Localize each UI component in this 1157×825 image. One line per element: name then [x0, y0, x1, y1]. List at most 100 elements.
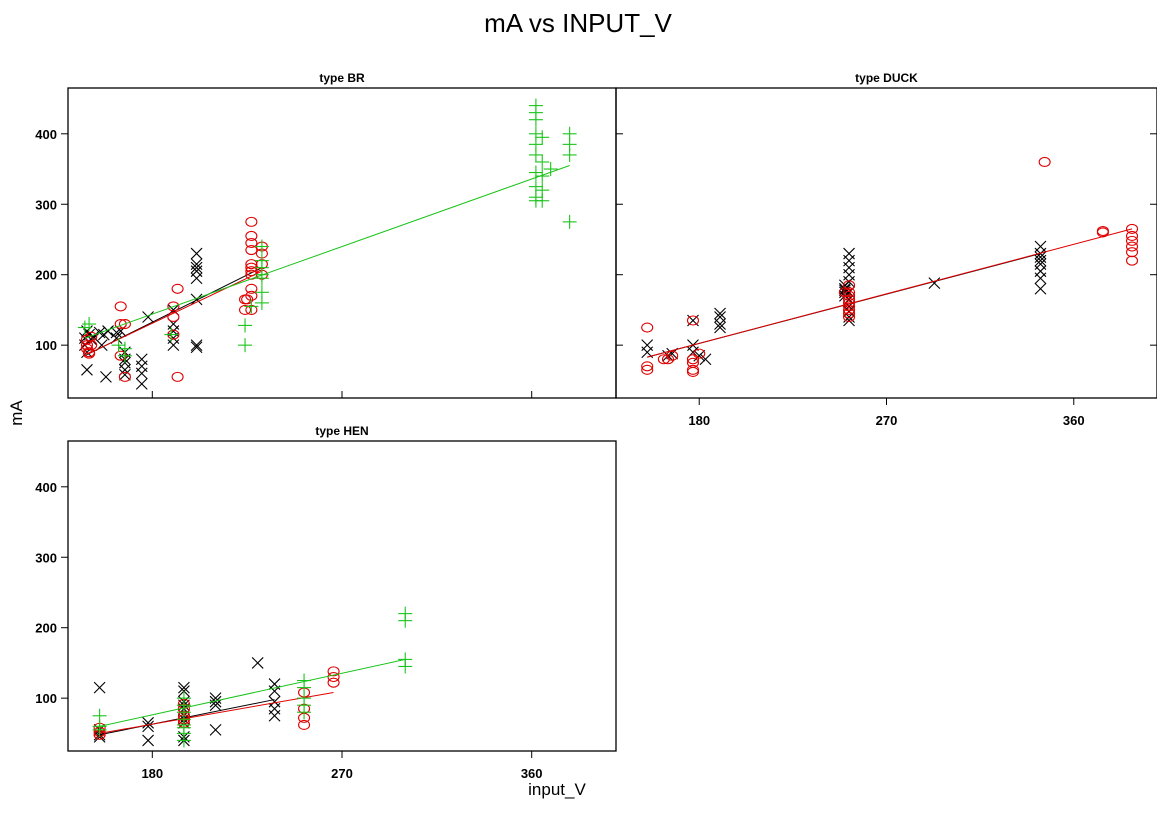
y-tick-label: 100 [35, 338, 57, 353]
data-point-plus [164, 327, 179, 342]
data-point-circle [85, 331, 98, 342]
data-point-x [190, 261, 203, 274]
data-point-x [93, 681, 106, 694]
data-point-circle [327, 677, 340, 688]
data-point-x [714, 321, 726, 334]
data-point-circle [171, 283, 184, 294]
data-point-circle [1125, 230, 1139, 242]
data-point-x [1034, 272, 1047, 285]
data-point-circle [1125, 241, 1139, 252]
y-tick-label: 200 [35, 621, 57, 636]
y-tick-label: 300 [35, 197, 57, 212]
panel-0: type BR 100 200 300 400 [35, 71, 617, 399]
data-point-x [928, 277, 941, 290]
panel-strip-label: type DUCK [855, 71, 918, 85]
data-point-circle [298, 719, 311, 730]
data-point-plus [535, 193, 550, 208]
data-point-circle [1125, 223, 1139, 234]
data-point-plus [176, 733, 191, 748]
data-point-plus [543, 162, 558, 177]
data-point-circle [686, 366, 700, 377]
data-point-x [135, 378, 148, 390]
data-point-circle [245, 244, 258, 256]
y-tick-label: 400 [35, 480, 57, 495]
data-point-circle [842, 287, 856, 298]
data-point-x [190, 247, 203, 260]
panel-strip-label: type BR [319, 71, 365, 85]
data-point-circle [114, 318, 127, 330]
data-point-plus [297, 705, 312, 720]
data-point-plus [254, 239, 269, 254]
data-point-circle [842, 301, 856, 312]
data-point-circle [686, 354, 700, 365]
data-point-circle [842, 304, 856, 315]
data-point-x [142, 716, 154, 729]
data-point-circle [1125, 255, 1139, 266]
fit-line [86, 270, 263, 355]
data-point-x [142, 734, 154, 747]
panel-frame [67, 87, 617, 399]
data-point-circle [245, 283, 258, 294]
y-axis-label: mA [7, 400, 26, 426]
data-point-x [1034, 282, 1047, 295]
panel-frame [67, 440, 617, 752]
fit-line [99, 699, 275, 736]
data-point-x [693, 349, 706, 362]
data-point-plus [535, 169, 550, 184]
data-point-x [1034, 254, 1047, 267]
data-point-plus [528, 112, 543, 127]
data-point-x [190, 293, 203, 306]
data-point-x [209, 723, 222, 736]
fit-line [647, 228, 1133, 358]
data-point-x [142, 720, 154, 733]
data-point-circle [661, 354, 675, 365]
data-point-circle [641, 361, 654, 372]
data-point-plus [562, 214, 577, 229]
data-point-circle [241, 294, 254, 305]
data-point-x [178, 685, 190, 698]
data-point-circle [641, 322, 654, 333]
data-point-circle [1038, 156, 1051, 168]
panel-frame [615, 87, 1157, 399]
data-point-plus [528, 147, 543, 162]
data-point-circle [167, 301, 180, 312]
data-point-circle [842, 280, 856, 291]
data-point-x [714, 318, 726, 330]
data-point-x [699, 353, 712, 366]
x-tick-label: 360 [521, 766, 543, 781]
data-point-x [843, 275, 855, 288]
data-point-x [838, 284, 851, 297]
data-point-circle [666, 350, 679, 361]
data-point-circle [327, 671, 340, 683]
fit-line [84, 165, 570, 339]
x-tick-label: 180 [688, 413, 710, 428]
data-point-x [135, 367, 148, 380]
fit-line [99, 658, 406, 727]
y-tick-label: 100 [35, 691, 57, 706]
data-point-circle [118, 371, 131, 382]
data-point-x [190, 341, 203, 354]
data-point-circle [693, 348, 706, 359]
y-tick-label: 200 [35, 268, 57, 283]
data-point-circle [245, 230, 258, 242]
data-point-circle [1125, 235, 1139, 246]
data-point-circle [327, 666, 340, 677]
y-tick-label: 400 [35, 127, 57, 142]
x-axis-label: input_V [528, 780, 586, 799]
data-point-plus [398, 613, 413, 628]
data-point-plus [254, 271, 269, 286]
data-point-circle [641, 364, 654, 375]
data-point-x [100, 370, 112, 383]
data-point-circle [842, 290, 856, 301]
panel-strip-label: type HEN [315, 424, 368, 438]
fit-line [99, 692, 334, 734]
data-point-plus [117, 348, 132, 363]
x-tick-label: 360 [1063, 413, 1085, 428]
panel-1: type DUCK 180 270 360 [615, 71, 1157, 428]
data-point-plus [111, 338, 126, 353]
data-point-circle [686, 315, 700, 326]
data-point-plus [398, 659, 413, 674]
x-tick-label: 270 [876, 413, 898, 428]
data-point-plus [238, 318, 253, 333]
